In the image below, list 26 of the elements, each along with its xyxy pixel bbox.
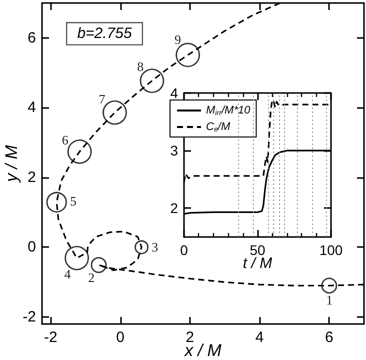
annotation: 9 bbox=[174, 32, 181, 48]
y-tick-label: -2 bbox=[22, 308, 36, 326]
annotation: 8 bbox=[137, 58, 144, 74]
annotation: 7 bbox=[98, 92, 106, 107]
y-tick-label: 4 bbox=[170, 85, 178, 101]
y-axis-title: y / M bbox=[2, 144, 21, 183]
annotation: 1 bbox=[326, 292, 333, 308]
x-tick-label: 0 bbox=[180, 242, 188, 258]
x-tick-label: 50 bbox=[250, 242, 266, 258]
annotation: b=2.755 bbox=[77, 25, 132, 42]
annotation: 4 bbox=[64, 266, 72, 282]
x-axis-title: t / M bbox=[242, 255, 273, 272]
y-tick-label: 6 bbox=[28, 29, 36, 46]
y-tick-label: 3 bbox=[170, 142, 178, 159]
x-tick-label: 100 bbox=[319, 242, 343, 258]
annotation: 6 bbox=[62, 132, 69, 148]
annotation: 3 bbox=[152, 240, 158, 255]
annotation: 5 bbox=[70, 194, 76, 209]
y-tick-label: 2 bbox=[170, 200, 178, 216]
annotation: 2 bbox=[88, 270, 95, 285]
y-tick-label: 2 bbox=[28, 168, 36, 186]
x-tick-label: 0 bbox=[116, 329, 124, 346]
x-tick-label: 4 bbox=[255, 329, 264, 346]
y-tick-label: 4 bbox=[28, 99, 36, 116]
x-tick-label: 6 bbox=[325, 329, 334, 346]
x-tick-label: -2 bbox=[44, 329, 58, 346]
